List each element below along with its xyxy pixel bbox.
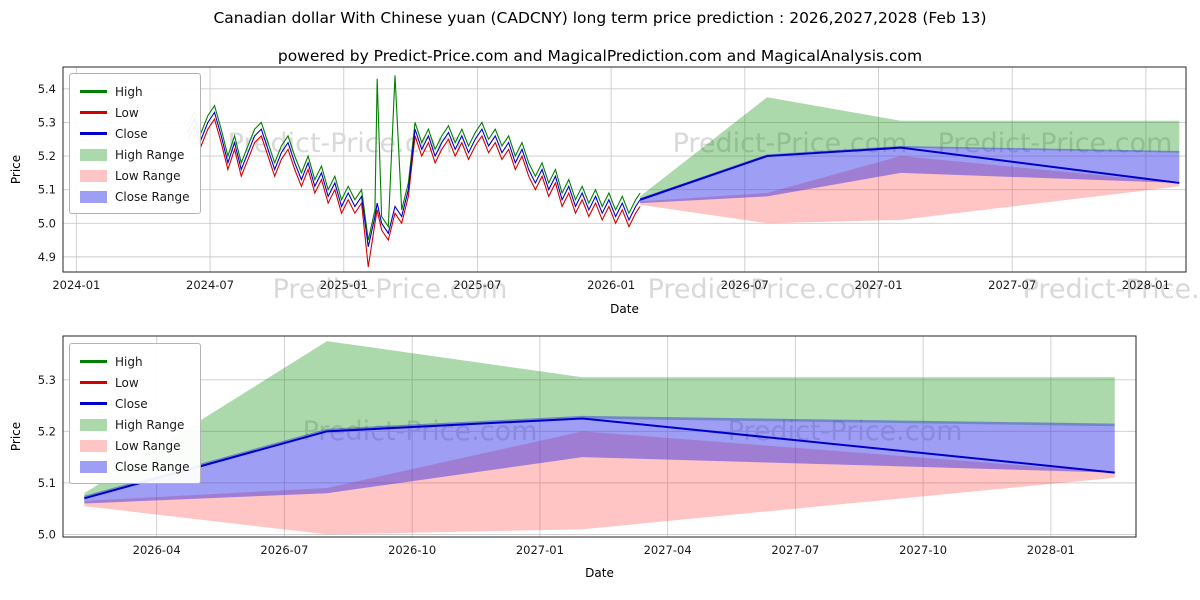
legend-item-low-range: Low Range	[80, 435, 190, 456]
legend-label: Close Range	[115, 459, 190, 474]
low-line	[187, 117, 641, 268]
y-tick-label: 5.2	[38, 149, 56, 163]
legend-label: High	[115, 84, 143, 99]
legend-label: Low Range	[115, 438, 181, 453]
legend-patch-swatch	[80, 169, 107, 182]
x-tick-label: 2027-04	[644, 543, 692, 557]
legend-item-close-range: Close Range	[80, 186, 190, 207]
legend: High Low Close High Range Low Range Close Ran…	[69, 343, 201, 484]
y-tick-label: 5.2	[38, 424, 56, 438]
y-tick-label: 5.1	[38, 476, 56, 490]
y-tick-label: 5.4	[38, 82, 56, 96]
plot-frame	[62, 335, 1137, 538]
high-range-band	[84, 341, 1115, 499]
close-range-band	[84, 415, 1115, 504]
legend-item-close: Close	[80, 393, 190, 414]
y-tick-label: 5.3	[38, 115, 56, 129]
x-tick-label: 2024-01	[52, 278, 100, 292]
watermark-text: Predict-Price.com	[273, 274, 508, 305]
y-tick-label: 4.9	[38, 250, 56, 264]
high-range-band	[640, 97, 1180, 200]
legend-item-low-range: Low Range	[80, 165, 190, 186]
legend-item-high: High	[80, 351, 190, 372]
legend-label: Low	[115, 375, 139, 390]
x-axis-label: Date	[610, 302, 639, 316]
legend-patch-swatch	[80, 460, 107, 473]
page-title: Canadian dollar With Chinese yuan (CADCN…	[213, 9, 987, 27]
y-tick-label: 5.0	[38, 527, 56, 541]
legend-line-swatch	[80, 90, 107, 93]
legend-patch-swatch	[80, 190, 107, 203]
x-tick-label: 2027-01	[854, 278, 902, 292]
plot-frame	[62, 66, 1187, 273]
x-tick-label: 2027-07	[988, 278, 1036, 292]
x-tick-label: 2026-04	[133, 543, 181, 557]
x-tick-label: 2028-01	[1122, 278, 1170, 292]
main-price-chart: Predict-Price.com Predict-Price.com Predic…	[9, 66, 1200, 316]
high-line	[187, 75, 641, 241]
legend-item-high-range: High Range	[80, 414, 190, 435]
watermark-text: Predict-Price.com	[728, 416, 963, 447]
x-tick-label: 2027-01	[516, 543, 564, 557]
y-axis-label: Price	[9, 155, 23, 184]
legend-item-high-range: High Range	[80, 144, 190, 165]
legend-label: Close Range	[115, 189, 190, 204]
legend-label: Low Range	[115, 168, 181, 183]
legend: High Low Close High Range Low Range Close Ran…	[69, 73, 201, 214]
legend-line-swatch	[80, 111, 107, 114]
legend-item-close-range: Close Range	[80, 456, 190, 477]
y-axis-label: Price	[9, 422, 23, 451]
low-range-band	[640, 156, 1180, 224]
x-tick-label: 2027-07	[771, 543, 819, 557]
legend-label: Close	[115, 126, 148, 141]
legend-item-close: Close	[80, 123, 190, 144]
legend-patch-swatch	[80, 418, 107, 431]
prediction-close-line	[84, 417, 1115, 500]
legend-item-high: High	[80, 81, 190, 102]
legend-label: High Range	[115, 147, 185, 162]
legend-label: Low	[115, 105, 139, 120]
close-line	[187, 111, 641, 247]
page-subtitle: powered by Predict-Price.com and Magical…	[277, 47, 923, 65]
legend-label: High Range	[115, 417, 185, 432]
close-range-band	[640, 145, 1180, 204]
legend-line-swatch	[80, 381, 107, 384]
x-tick-label: 2026-07	[260, 543, 308, 557]
legend-item-low: Low	[80, 102, 190, 123]
y-tick-label: 5.3	[38, 373, 56, 387]
prediction-close-line	[639, 146, 1180, 201]
legend-line-swatch	[80, 132, 107, 135]
x-tick-label: 2027-10	[899, 543, 947, 557]
y-tick-label: 5.1	[38, 183, 56, 197]
watermark-text: Predict-Price.com	[938, 128, 1173, 159]
watermark-text: Predict-Price.com	[648, 274, 883, 305]
legend-label: High	[115, 354, 143, 369]
legend-patch-swatch	[80, 439, 107, 452]
legend-line-swatch	[80, 402, 107, 405]
x-tick-label: 2025-01	[320, 278, 368, 292]
legend-item-low: Low	[80, 372, 190, 393]
y-tick-label: 5.0	[38, 216, 56, 230]
x-axis-label: Date	[585, 566, 614, 580]
legend-label: Close	[115, 396, 148, 411]
x-tick-label: 2024-07	[186, 278, 234, 292]
prediction-zoom-chart: Predict-Price.comPredict-Price.com2026-0…	[9, 335, 1137, 580]
legend-patch-swatch	[80, 148, 107, 161]
x-tick-label: 2026-10	[388, 543, 436, 557]
legend-line-swatch	[80, 360, 107, 363]
x-tick-label: 2026-07	[721, 278, 769, 292]
x-tick-label: 2028-01	[1027, 543, 1075, 557]
x-tick-label: 2026-01	[587, 278, 635, 292]
low-range-band	[84, 431, 1115, 535]
watermark-text: Predict-Price.com	[1023, 274, 1200, 305]
x-tick-label: 2025-07	[453, 278, 501, 292]
